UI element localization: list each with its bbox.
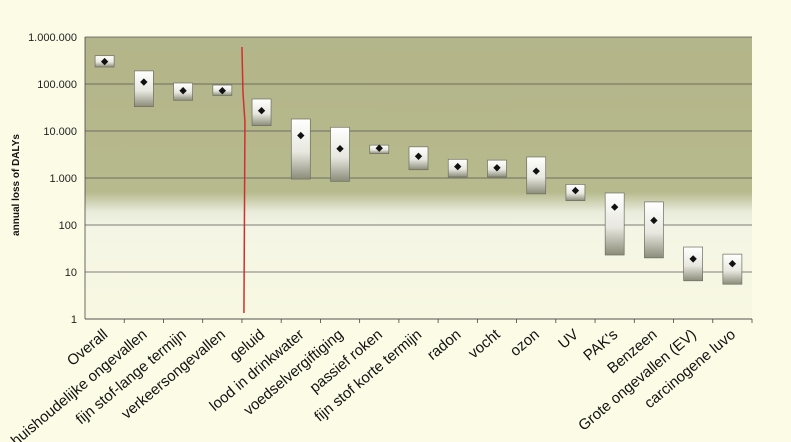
y-tick-label-5: 10 <box>65 267 77 279</box>
estimate-point-2 <box>179 87 187 95</box>
divider-line <box>241 46 246 314</box>
gridlines <box>84 36 753 323</box>
y-axis-ticks: 1.000.000 100.000 10.000 1.000 100 10 1 <box>28 32 77 326</box>
y-axis-label: annual loss of DALYs <box>11 134 22 236</box>
category-label-11: ozon <box>507 326 543 360</box>
estimate-point-11 <box>532 167 540 175</box>
range-boxes <box>94 46 743 314</box>
category-label-12: UV <box>555 326 582 352</box>
y-tick-label-3: 1.000 <box>49 173 77 185</box>
estimate-point-12 <box>571 186 580 195</box>
range-box-1 <box>134 70 154 107</box>
estimate-point-16 <box>728 260 737 268</box>
y-tick-label-1: 100.000 <box>37 79 77 91</box>
estimate-point-15 <box>689 255 697 263</box>
estimate-point-1 <box>140 78 148 86</box>
y-tick-label-2: 10.000 <box>43 126 77 138</box>
range-box-5 <box>290 118 311 180</box>
y-tick-label-6: 1 <box>71 314 77 326</box>
category-label-10: vocht <box>465 326 504 363</box>
range-box-16 <box>722 253 743 285</box>
estimate-point-6 <box>336 145 344 153</box>
estimate-point-7 <box>375 144 383 152</box>
range-box-15 <box>683 246 703 282</box>
range-box-13 <box>604 192 625 256</box>
range-box-11 <box>526 156 547 195</box>
estimate-point-4 <box>257 107 266 115</box>
range-box-6 <box>330 126 350 182</box>
y-tick-label-4: 100 <box>59 220 77 232</box>
estimate-point-3 <box>218 87 227 95</box>
estimate-point-10 <box>493 164 501 172</box>
estimate-point-0 <box>100 57 109 66</box>
category-label-9: radon <box>424 326 464 364</box>
range-box-14 <box>644 201 664 259</box>
estimate-point-14 <box>650 216 658 225</box>
y-tick-label-0: 1.000.000 <box>28 32 77 44</box>
